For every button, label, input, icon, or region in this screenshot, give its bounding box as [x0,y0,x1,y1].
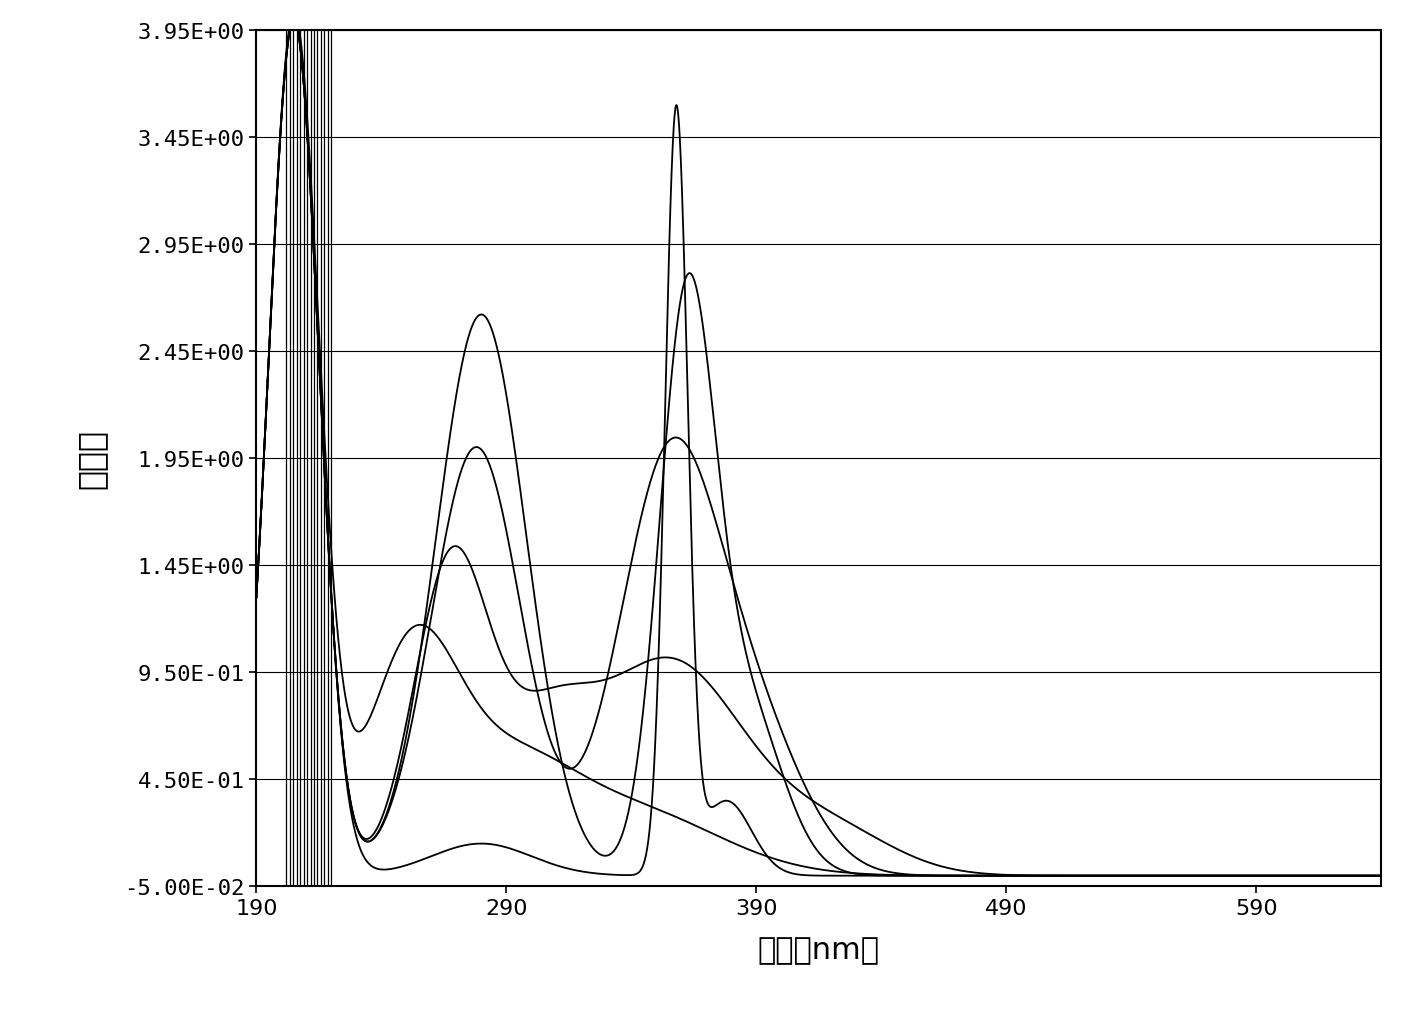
Y-axis label: 吸光度: 吸光度 [74,429,107,488]
X-axis label: 波长（nm）: 波长（nm） [758,935,880,964]
